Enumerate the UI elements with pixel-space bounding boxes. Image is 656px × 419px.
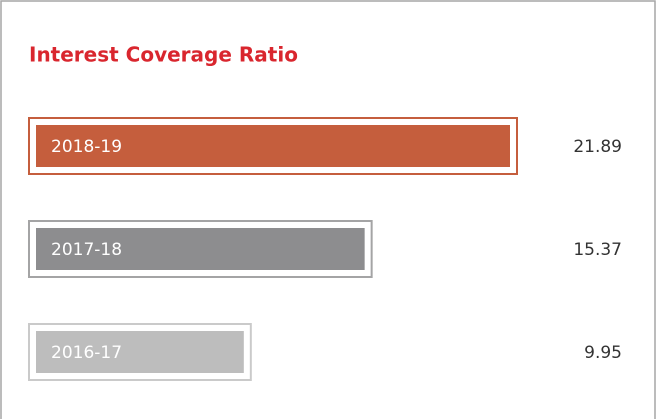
- bar: [36, 125, 510, 167]
- bar-label: 2017-18: [51, 240, 122, 260]
- bar: [36, 331, 244, 373]
- bar-outline: [28, 323, 252, 381]
- value-label: 9.95: [584, 343, 622, 363]
- chart-title: Interest Coverage Ratio: [29, 43, 298, 67]
- bar: [36, 228, 365, 270]
- bar-label: 2018-19: [51, 137, 122, 157]
- value-label: 15.37: [573, 240, 622, 260]
- bar-label: 2016-17: [51, 343, 122, 363]
- bar-outline: [28, 117, 518, 175]
- bar-outline: [28, 220, 373, 278]
- value-label: 21.89: [573, 137, 622, 157]
